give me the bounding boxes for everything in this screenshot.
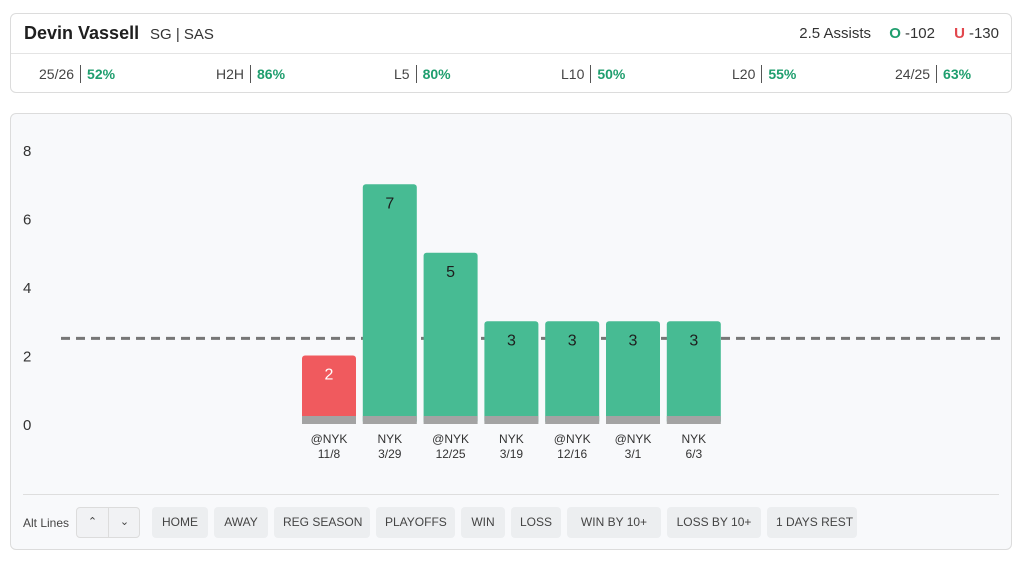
x-tick-opponent: NYK [499, 432, 524, 446]
x-tick-date: 12/25 [436, 447, 466, 461]
under-odds: -130 [968, 25, 999, 42]
filter-playoffs-button[interactable]: PLAYOFFS [376, 507, 455, 538]
over-odds: -102 [904, 25, 935, 42]
bar [484, 321, 539, 424]
data-label: 3 [629, 332, 638, 349]
data-label: 3 [568, 332, 577, 349]
alt-lines-label: Alt Lines [23, 516, 70, 530]
bar [423, 252, 478, 424]
stat-value: 63% [943, 66, 972, 82]
x-tick-date: 3/1 [625, 447, 642, 461]
stat-divider [590, 65, 592, 84]
stat-value: 52% [87, 66, 116, 82]
stat-l20[interactable]: L20 55% [732, 65, 797, 84]
game-log-chart-card: 0 2 4 6 8 2 @NYK 11/8 7 NYK 3/29 5 @NYK 12/25 3 NYK 3/19… [10, 113, 1012, 550]
chevron-up-icon: ⌃ [87, 516, 98, 528]
filter-reg-season-button[interactable]: REG SEASON [274, 507, 370, 538]
over-odds-button[interactable]: O -102 [889, 25, 935, 42]
y-tick-label: 4 [23, 280, 31, 297]
bar-base [362, 416, 417, 424]
data-label: 3 [689, 332, 698, 349]
player-position-team: SG | SAS [150, 26, 214, 43]
x-tick-date: 3/29 [378, 447, 402, 461]
y-tick-label: 0 [23, 417, 31, 434]
x-tick-date: 3/19 [500, 447, 524, 461]
x-tick-opponent: @NYK [615, 432, 652, 446]
x-tick-opponent: NYK [377, 432, 402, 446]
data-label: 5 [446, 264, 455, 281]
stat-label: L10 [561, 66, 585, 82]
chevron-down-icon: ⌄ [119, 516, 130, 528]
x-tick-opponent: @NYK [311, 432, 348, 446]
stat-label: 24/25 [895, 66, 931, 82]
bar-base [302, 416, 356, 424]
stat-divider [250, 65, 252, 84]
filter-win-by-10-button[interactable]: WIN BY 10+ [567, 507, 661, 538]
player-name: Devin Vassell [24, 23, 140, 43]
data-label: 3 [507, 332, 516, 349]
x-tick-opponent: @NYK [432, 432, 469, 446]
bar [666, 321, 721, 424]
y-tick-label: 8 [23, 143, 31, 160]
hit-rate-stats: 25/26 52% H2H 86% L5 80% L10 50% L20 55% 24/2… [11, 54, 1011, 94]
y-tick-label: 6 [23, 212, 31, 229]
x-tick-opponent: @NYK [554, 432, 591, 446]
x-tick-date: 11/8 [318, 447, 341, 461]
bar-base [666, 416, 721, 424]
stat-value: 86% [257, 66, 286, 82]
bar-base [606, 416, 660, 424]
stat-divider [761, 65, 763, 84]
stepper-divider [108, 508, 109, 537]
header-top-row: Devin Vassell SG | SAS 2.5 Assists O -102… [11, 14, 1011, 54]
bar [606, 321, 660, 424]
bar-base [423, 416, 478, 424]
bar-base [484, 416, 539, 424]
stat-h2h[interactable]: H2H 86% [216, 65, 286, 84]
x-tick-opponent: NYK [681, 432, 706, 446]
stat-label: H2H [216, 66, 245, 82]
stat-divider [80, 65, 82, 84]
stat-label: L5 [394, 66, 410, 82]
stat-season-current[interactable]: 25/26 52% [39, 65, 116, 84]
data-label: 2 [325, 367, 334, 384]
y-tick-label: 2 [23, 349, 31, 366]
stat-divider [415, 65, 417, 84]
stat-value: 55% [768, 66, 797, 82]
chart-divider [23, 494, 999, 495]
x-tick-date: 6/3 [685, 447, 702, 461]
prop-line: 2.5 Assists [799, 25, 871, 42]
stat-value: 80% [422, 66, 451, 82]
alt-line-up-button[interactable]: ⌃ [77, 508, 108, 537]
x-tick-date: 12/16 [557, 447, 587, 461]
stat-label: 25/26 [39, 66, 75, 82]
stat-value: 50% [597, 66, 626, 82]
data-label: 7 [385, 195, 394, 212]
bar [362, 184, 417, 424]
stat-l10[interactable]: L10 50% [561, 65, 626, 84]
stat-season-previous[interactable]: 24/25 63% [895, 65, 972, 84]
filter-loss-button[interactable]: LOSS [511, 507, 561, 538]
bar [545, 321, 600, 424]
alt-lines-stepper: ⌃ ⌄ [76, 507, 140, 538]
bar [302, 355, 356, 424]
filter-away-button[interactable]: AWAY [214, 507, 268, 538]
filter-home-button[interactable]: HOME [152, 507, 208, 538]
stat-l5[interactable]: L5 80% [394, 65, 451, 84]
under-odds-button[interactable]: U -130 [954, 25, 999, 42]
game-log-bar-chart: 024682@NYK11/87NYK3/295@NYK12/253NYK3/19… [23, 143, 1001, 461]
under-label: U [954, 25, 965, 42]
player-prop-header: Devin Vassell SG | SAS 2.5 Assists O -102… [10, 13, 1012, 93]
stat-label: L20 [732, 66, 756, 82]
filter-loss-by-10-button[interactable]: LOSS BY 10+ [667, 507, 761, 538]
filter-rest-days-button[interactable]: 1 DAYS REST [767, 507, 857, 538]
stat-divider [936, 65, 938, 84]
over-label: O [889, 25, 901, 42]
alt-line-down-button[interactable]: ⌄ [109, 508, 140, 537]
filter-win-button[interactable]: WIN [461, 507, 505, 538]
bar-base [545, 416, 600, 424]
